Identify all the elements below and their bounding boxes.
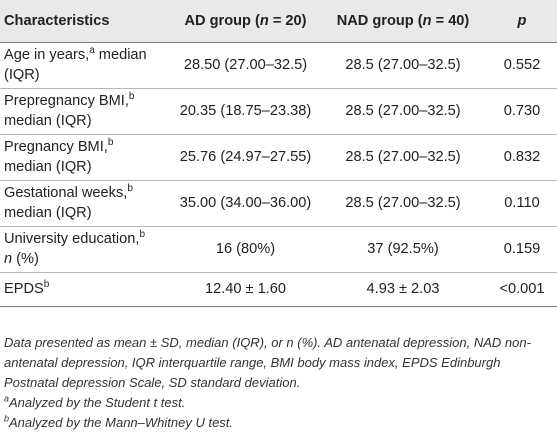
header-ad-n: n <box>259 12 269 29</box>
cell-ad: 16 (80%) <box>172 226 319 273</box>
header-nad-n: n <box>422 12 432 29</box>
cell-p: 0.832 <box>487 134 557 181</box>
row-label: Age in years,a median (IQR) <box>0 42 172 89</box>
table-footnotes: Data presented as mean ± SD, median (IQR… <box>4 333 554 433</box>
footnote-mark: b <box>43 279 50 291</box>
footnote-a-text: Analyzed by the Student t test. <box>9 395 186 410</box>
row-label-text: University education, <box>4 231 140 247</box>
footnote-mark: b <box>128 91 135 103</box>
cell-ad: 12.40 ± 1.60 <box>172 272 319 307</box>
cell-ad: 28.50 (27.00–32.5) <box>172 42 319 89</box>
header-p-value: p <box>487 0 557 43</box>
footnote-a-mark: a <box>4 393 10 404</box>
row-label: Prepregnancy BMI,b median (IQR) <box>0 88 172 135</box>
row-label: EPDSb <box>0 272 172 307</box>
cell-p: 0.552 <box>487 42 557 89</box>
footnote-mark: a <box>89 45 95 57</box>
footnote-mark: b <box>127 183 133 195</box>
row-label-text-2: median <box>94 47 147 63</box>
header-ad-group: AD group (n = 20) <box>172 0 319 43</box>
row-label-text-3: median (IQR) <box>4 159 92 175</box>
row-label-text: EPDS <box>4 281 44 297</box>
header-nad-n-eq: = 40) <box>431 12 470 29</box>
footnote-a: aAnalyzed by the Student t test. <box>4 393 554 413</box>
footnote-mark: b <box>107 137 114 149</box>
cell-p: 0.110 <box>487 180 557 227</box>
footnote-b: bAnalyzed by the Mann–Whitney U test. <box>4 413 554 433</box>
row-label-text-3: median (IQR) <box>4 113 92 129</box>
cell-p: 0.159 <box>487 226 557 273</box>
row-label: Pregnancy BMI,b median (IQR) <box>0 134 172 181</box>
cell-p: <0.001 <box>487 272 557 307</box>
characteristics-table: Characteristics AD group (n = 20) NAD gr… <box>0 0 557 307</box>
header-nad-group: NAD group (n = 40) <box>319 0 487 43</box>
cell-nad: 37 (92.5%) <box>319 226 487 273</box>
table-row-pregnancy-bmi: Pregnancy BMI,b median (IQR) 25.76 (24.97… <box>0 134 557 181</box>
header-ad-label: AD group ( <box>184 12 260 29</box>
table-row-age: Age in years,a median (IQR) 28.50 (27.00–… <box>0 42 557 89</box>
row-label-n: n <box>4 251 13 267</box>
row-label: Gestational weeks,b median (IQR) <box>0 180 172 227</box>
header-characteristics: Characteristics <box>0 0 172 43</box>
row-label-text: Age in years, <box>4 47 90 63</box>
cell-nad: 4.93 ± 2.03 <box>319 272 487 307</box>
header-nad-label: NAD group ( <box>336 12 423 29</box>
footnote-b-mark: b <box>4 413 10 424</box>
cell-nad: 28.5 (27.00–32.5) <box>319 88 487 135</box>
footnote-mark: b <box>139 229 146 241</box>
table-row-gestational-weeks: Gestational weeks,b median (IQR) 35.00 (3… <box>0 180 557 227</box>
cell-nad: 28.5 (27.00–32.5) <box>319 134 487 181</box>
row-label-text: Prepregnancy BMI, <box>4 93 129 109</box>
row-label: University education,b n (%) <box>0 226 172 273</box>
row-label-text: Pregnancy BMI, <box>4 139 108 155</box>
cell-ad: 20.35 (18.75–23.38) <box>172 88 319 135</box>
row-label-text-3: (IQR) <box>4 67 40 83</box>
cell-nad: 28.5 (27.00–32.5) <box>319 42 487 89</box>
table-header-row: Characteristics AD group (n = 20) NAD gr… <box>0 0 557 43</box>
table-row-university-education: University education,b n (%) 16 (80%) 37 … <box>0 226 557 273</box>
row-label-text-3: (%) <box>12 251 39 267</box>
table-row-epds: EPDSb 12.40 ± 1.60 4.93 ± 2.03 <0.001 <box>0 272 557 307</box>
row-label-text: Gestational weeks, <box>4 185 128 201</box>
row-label-text-3: median (IQR) <box>4 205 92 221</box>
cell-ad: 25.76 (24.97–27.55) <box>172 134 319 181</box>
cell-p: 0.730 <box>487 88 557 135</box>
cell-nad: 28.5 (27.00–32.5) <box>319 180 487 227</box>
footnote-b-text: Analyzed by the Mann–Whitney U test. <box>9 415 234 430</box>
cell-ad: 35.00 (34.00–36.00) <box>172 180 319 227</box>
table-row-prepregnancy-bmi: Prepregnancy BMI,b median (IQR) 20.35 (18… <box>0 88 557 135</box>
footnote-abbreviations: Data presented as mean ± SD, median (IQR… <box>4 335 531 390</box>
header-ad-n-eq: = 20) <box>268 12 307 29</box>
